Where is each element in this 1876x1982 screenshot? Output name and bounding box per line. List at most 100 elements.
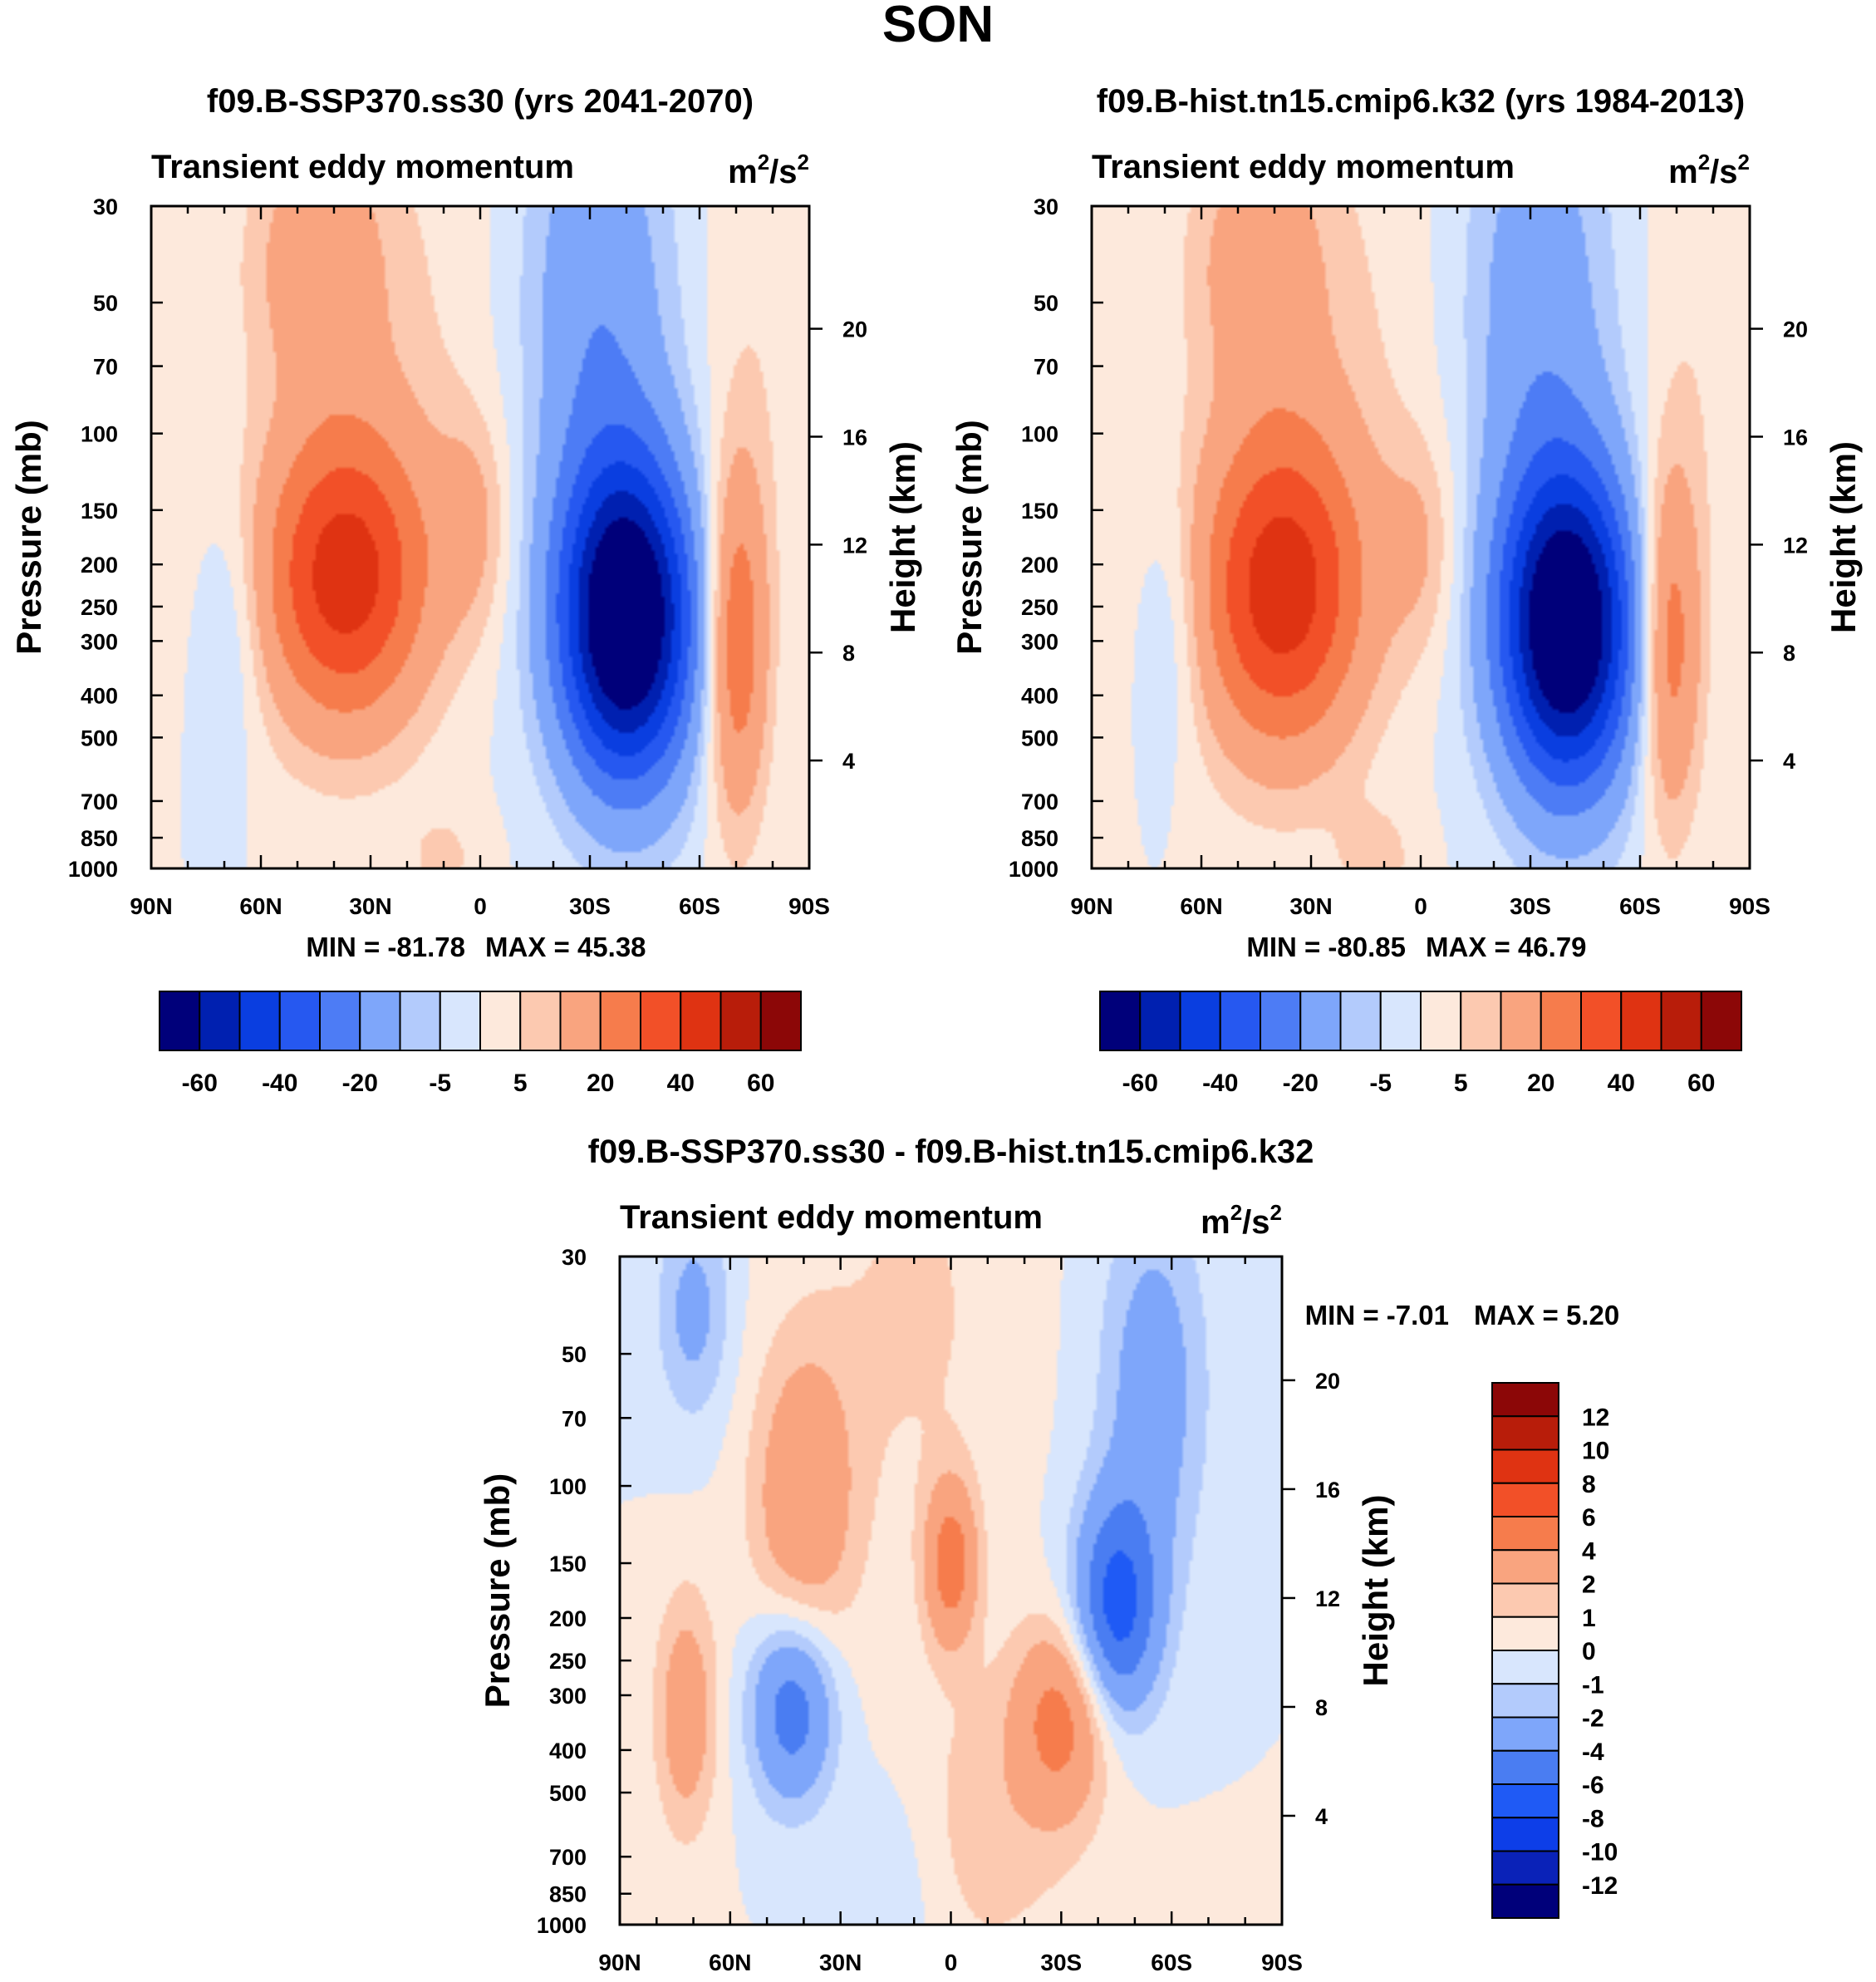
colorbar-box [1491,1683,1559,1719]
panel-bottom: 90N 60N 30N 0 30S 60S 90S305070100150200250300… [478,1134,1619,1975]
height-tick-label: 20 [842,317,867,342]
colorbar-box [238,991,281,1051]
y-tick-label: 850 [81,826,118,851]
colorbar-box [1460,991,1502,1051]
colorbar-label: -20 [1283,1070,1319,1097]
colorbar-box [1260,991,1302,1051]
y-tick-label: 400 [81,684,118,709]
y-tick-label: 1000 [537,1913,587,1938]
colorbar-box [1700,991,1742,1051]
y-tick-label: 200 [1021,553,1058,578]
panel-title: f09.B-hist.tn15.cmip6.k32 (yrs 1984-2013… [1097,83,1745,120]
panel-subtitle: Transient eddy momentum [620,1199,1043,1236]
colorbar-label: -40 [262,1070,297,1097]
y-tick-label: 150 [549,1552,587,1576]
height-tick-label: 4 [1783,749,1795,774]
y-tick-label: 700 [549,1845,587,1870]
units-base: m [1201,1204,1230,1241]
units-mid: /s [769,154,797,190]
units-label: m2/s2 [1201,1200,1282,1241]
panel-subtitle: Transient eddy momentum [151,149,574,185]
y-axis-label: Pressure (mb) [9,420,48,654]
units-exp: 2 [1230,1200,1242,1225]
colorbar-label: 40 [1608,1070,1635,1097]
height-axis-label: Height (km) [1824,441,1863,633]
height-tick-label: 8 [842,641,855,666]
y-tick-label: 200 [81,553,118,578]
panel-right: 90N 60N 30N 0 30S 60S 90S 30 50 70 100 150 200 250 300… [950,83,1863,1097]
x-tick-label: 30N [819,1950,862,1975]
y-tick-label: 300 [1021,629,1058,654]
colorbar-label: 40 [667,1070,695,1097]
y-tick-label: 400 [1021,684,1058,709]
colorbar-label: 5 [513,1070,528,1097]
height-tick-label: 8 [1783,641,1795,666]
y-axis-label: Pressure (mb) [950,420,989,654]
units-mid: /s [1710,154,1737,190]
colorbar-label: 20 [1527,1070,1554,1097]
units-mid: /s [1242,1204,1269,1241]
x-tick-label: 60N [239,893,282,919]
height-tick-label: 20 [1315,1369,1340,1394]
y-tick-label: 30 [1034,194,1058,219]
colorbar-box [680,991,722,1051]
colorbar-box [319,991,361,1051]
y-tick-label: 1000 [1009,857,1058,882]
y-tick-label: 30 [93,194,118,219]
x-tick-label: 90S [1729,893,1770,919]
colorbar-box [439,991,481,1051]
figure-title: SON [882,0,994,53]
colorbar-box [1491,1817,1559,1852]
colorbar-label: 5 [1454,1070,1468,1097]
colorbar-label: 0 [1582,1638,1596,1665]
colorbar-label: -60 [1122,1070,1158,1097]
colorbar-label: -40 [1202,1070,1238,1097]
colorbar-label: -12 [1582,1872,1618,1900]
colorbar-label: -6 [1582,1772,1604,1799]
colorbar-box [1491,1516,1559,1552]
colorbar-box [1500,991,1542,1051]
contour-field [620,1257,1282,1925]
colorbar-box [1491,1783,1559,1819]
height-tick-label: 16 [1315,1478,1340,1502]
colorbar-box [759,991,802,1051]
x-tick-label: 60S [679,893,720,919]
y-tick-label: 700 [81,789,118,814]
height-tick-label: 20 [1783,317,1808,342]
y-tick-label: 70 [562,1406,587,1431]
y-tick-label: 50 [1034,291,1058,316]
y-tick-label: 70 [93,355,118,380]
colorbar-box [719,991,762,1051]
colorbar-box [1660,991,1702,1051]
height-tick-label: 8 [1315,1695,1328,1720]
colorbar-box [199,991,241,1051]
colorbar-box [1491,1616,1559,1651]
colorbar-label: -20 [342,1070,378,1097]
y-tick-label: 300 [549,1684,587,1709]
y-tick-label: 850 [549,1882,587,1907]
y-tick-label: 100 [1021,422,1058,447]
colorbar-box [1491,1716,1559,1752]
height-tick-label: 16 [1783,425,1808,450]
colorbar-label: -60 [182,1070,218,1097]
max-label: MAX = 5.20 [1474,1300,1619,1330]
colorbar-box [1219,991,1261,1051]
colorbar-label: 20 [587,1070,614,1097]
height-axis-label: Height (km) [1356,1495,1395,1687]
colorbar-box [1620,991,1662,1051]
colorbar-label: 60 [1687,1070,1715,1097]
y-tick-label: 1000 [68,857,118,882]
x-tick-label: 30N [1289,893,1332,919]
contour-field [151,206,809,868]
x-tick-label: 90N [1070,893,1112,919]
y-tick-label: 100 [81,422,118,447]
y-tick-label: 100 [549,1474,587,1499]
panel-subtitle: Transient eddy momentum [1092,149,1515,185]
colorbar-box [1491,1415,1559,1451]
height-tick-label: 4 [1315,1804,1328,1829]
colorbar-box [1491,1650,1559,1685]
colorbar-box [479,991,522,1051]
x-tick-label: 60S [1619,893,1661,919]
y-tick-label: 30 [562,1245,587,1270]
y-tick-label: 70 [1034,355,1058,380]
